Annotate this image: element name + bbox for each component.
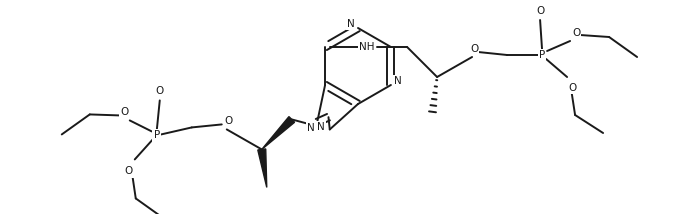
Text: O: O xyxy=(536,6,544,16)
Text: O: O xyxy=(125,166,133,176)
Text: NH: NH xyxy=(359,42,375,52)
Polygon shape xyxy=(258,149,267,187)
Polygon shape xyxy=(262,117,295,149)
Text: N: N xyxy=(394,76,402,86)
Text: N: N xyxy=(308,123,315,133)
Text: O: O xyxy=(224,116,233,126)
Text: O: O xyxy=(470,44,478,54)
Text: P: P xyxy=(153,130,160,140)
Text: O: O xyxy=(568,83,576,93)
Text: N: N xyxy=(317,122,325,132)
Text: O: O xyxy=(155,86,164,97)
Text: O: O xyxy=(121,107,129,117)
Text: P: P xyxy=(539,50,545,60)
Text: O: O xyxy=(572,28,580,38)
Text: N: N xyxy=(347,19,355,29)
